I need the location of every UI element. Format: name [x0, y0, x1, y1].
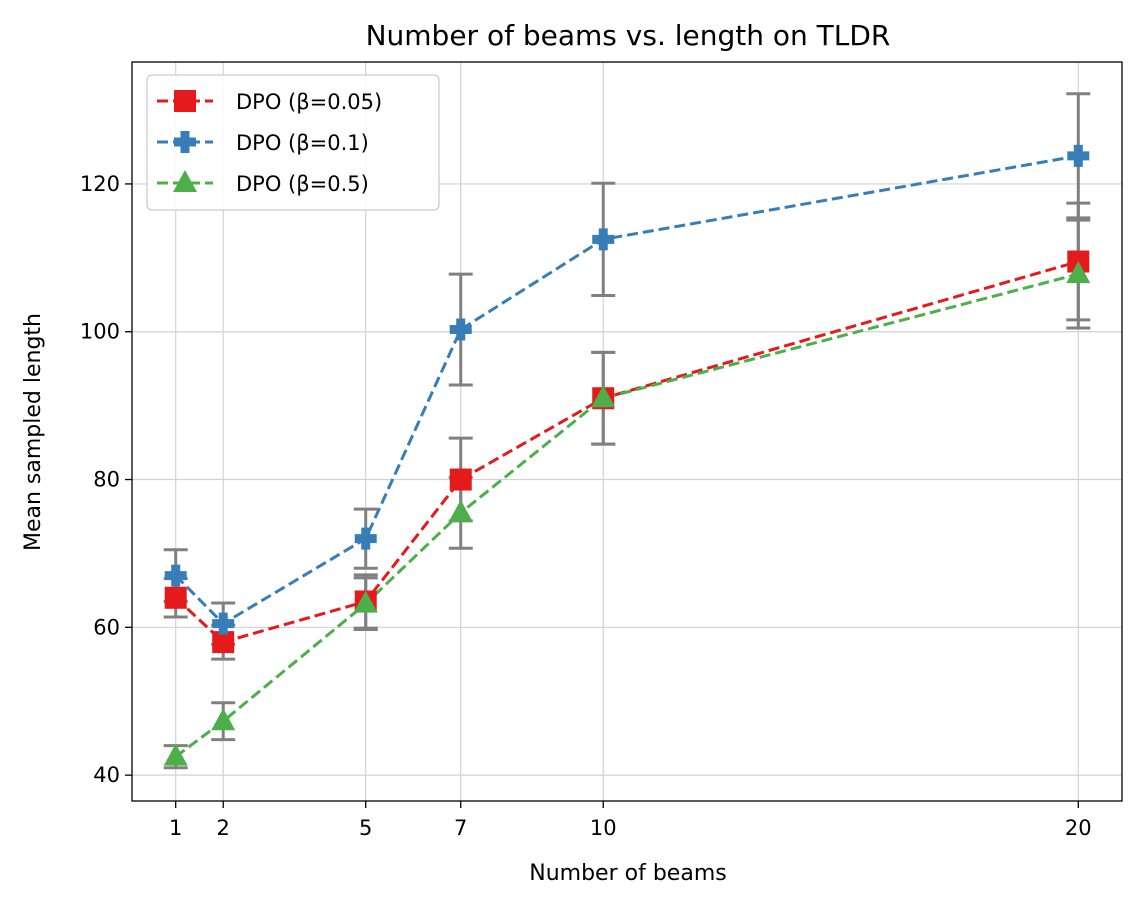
data-point [163, 743, 188, 766]
legend-entry: DPO (β=0.5) [157, 170, 369, 196]
y-axis-label: Mean sampled length [21, 313, 46, 551]
series-lines [174, 154, 1079, 758]
data-point [164, 564, 187, 587]
x-axis-label: Number of beams [529, 861, 726, 886]
x-tick-label: 20 [1065, 816, 1092, 840]
legend-label: DPO (β=0.05) [236, 90, 382, 114]
series-line [174, 272, 1079, 758]
x-tick-label: 7 [454, 816, 467, 840]
x-tick-label: 2 [217, 816, 230, 840]
x-tick-label: 1 [169, 816, 182, 840]
axis-ticks: 1 2 5 7 10 20 40 60 80 100 120 [80, 172, 1092, 840]
data-point [211, 708, 236, 731]
chart-title: Number of beams vs. length on TLDR [366, 19, 891, 52]
legend-label: DPO (β=0.1) [236, 131, 369, 155]
series-line [174, 154, 1079, 626]
data-point [1067, 144, 1090, 167]
series-line [174, 260, 1079, 644]
data-point [592, 228, 615, 251]
legend-marker [173, 170, 197, 192]
data-point [449, 468, 472, 491]
y-tick-label: 80 [93, 468, 120, 492]
x-tick-label: 10 [590, 816, 617, 840]
data-point [164, 586, 187, 609]
plot-frame [131, 61, 1123, 802]
data-point [354, 527, 377, 550]
y-tick-label: 40 [93, 763, 120, 787]
data-point [212, 612, 235, 635]
data-point [1066, 261, 1091, 284]
legend-label: DPO (β=0.5) [236, 172, 369, 196]
legend: DPO (β=0.05) DPO (β=0.1) DPO (β=0.5) [146, 74, 440, 211]
data-point [449, 318, 472, 341]
markers [163, 144, 1091, 766]
y-tick-label: 120 [80, 172, 120, 196]
legend-marker [174, 131, 196, 153]
legend-entry: DPO (β=0.05) [157, 90, 382, 114]
legend-entry: DPO (β=0.1) [157, 131, 369, 155]
legend-marker [174, 90, 196, 112]
data-point [591, 385, 616, 408]
x-tick-label: 5 [359, 816, 372, 840]
data-point [212, 631, 235, 654]
data-point [448, 499, 473, 522]
y-tick-label: 60 [93, 615, 120, 639]
legend-box [146, 74, 440, 211]
data-point [353, 590, 378, 613]
y-tick-label: 100 [80, 320, 120, 344]
